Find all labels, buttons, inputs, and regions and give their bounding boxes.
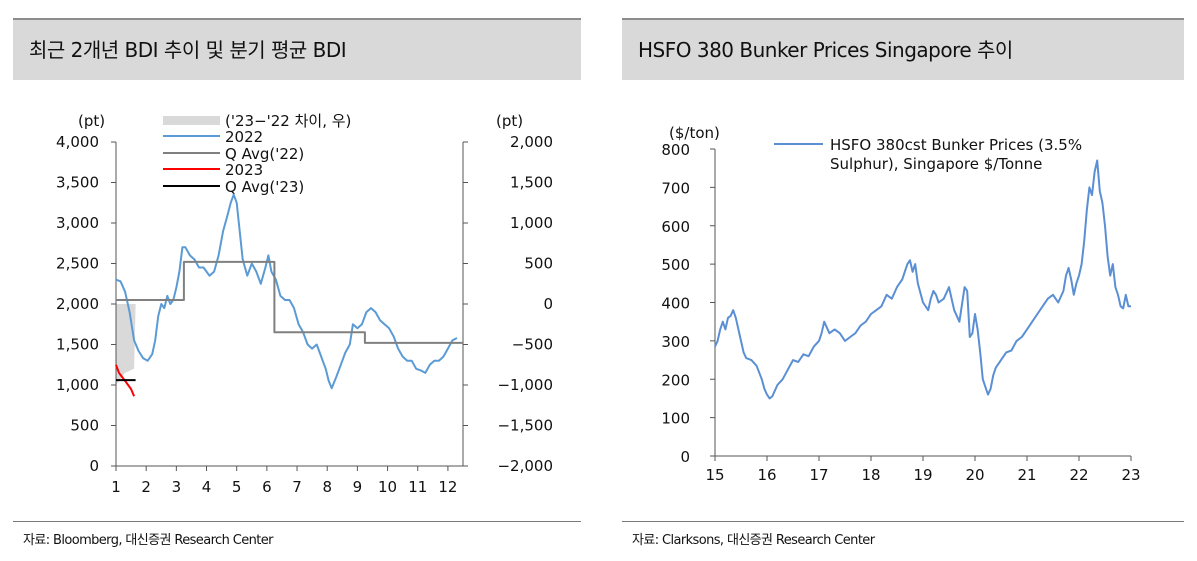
y-tick-label: 700: [661, 179, 690, 197]
y-tick-label: 200: [661, 371, 690, 389]
x-tick-label: 1: [111, 478, 121, 496]
right-y-tick-label: −500: [512, 336, 553, 354]
legend-hsfo-label-line2: Sulphur), Singapore $/Tonne: [830, 155, 1042, 173]
qavg-2022-series: [116, 260, 463, 344]
left-y-tick-label: 1,000: [56, 376, 99, 394]
right-y-tick-label: 500: [524, 255, 553, 273]
right-y-tick-label: 0: [543, 295, 553, 313]
y-tick-label: 400: [661, 295, 690, 313]
y-tick-label: 800: [661, 141, 690, 159]
x-tick-label: 6: [262, 478, 272, 496]
x-tick-label: 17: [809, 466, 828, 484]
x-tick-label: 21: [1017, 466, 1036, 484]
hsfo-price-series: [714, 159, 1131, 400]
hsfo-panel: HSFO 380 Bunker Prices Singapore 추이 ($/t…: [622, 18, 1184, 548]
y-tick-label: 500: [661, 256, 690, 274]
left-y-tick-label: 4,000: [56, 133, 99, 151]
left-y-tick-label: 2,000: [56, 295, 99, 313]
right-y-tick-label: −2,000: [497, 457, 553, 475]
bdi-2022-series: [115, 193, 458, 390]
left-y-unit: (pt): [78, 112, 105, 130]
x-tick-label: 19: [913, 466, 932, 484]
left-y-tick-label: 500: [70, 417, 99, 435]
x-tick-label: 5: [232, 478, 242, 496]
x-tick-label: 22: [1069, 466, 1088, 484]
left-y-tick-label: 0: [89, 457, 99, 475]
hsfo-chart-title: HSFO 380 Bunker Prices Singapore 추이: [622, 18, 1184, 80]
left-y-tick-label: 2,500: [56, 255, 99, 273]
hsfo-source-note: 자료: Clarksons, 대신증권 Research Center: [632, 533, 875, 548]
x-tick-label: 15: [705, 466, 724, 484]
right-y-tick-label: −1,000: [497, 376, 553, 394]
x-tick-label: 23: [1121, 466, 1140, 484]
left-y-tick-label: 1,500: [56, 336, 99, 354]
x-tick-label: 3: [172, 478, 182, 496]
bdi-panel: 최근 2개년 BDI 추이 및 분기 평균 BDI (pt) (pt) 0 500 1,…: [13, 18, 581, 548]
x-tick-label: 20: [965, 466, 984, 484]
right-y-unit: (pt): [496, 112, 523, 130]
bdi-source-note: 자료: Bloomberg, 대신증권 Research Center: [23, 533, 274, 548]
x-tick-label: 11: [408, 478, 427, 496]
x-tick-label: 4: [202, 478, 212, 496]
legend-diff-swatch: [163, 116, 220, 125]
legend-qavg-2023-label: Q Avg('23): [225, 178, 304, 196]
hsfo-chart: ($/ton) 0 100 200 300 400 500 600 700 800 15 16 17 18…: [661, 124, 1140, 484]
legend-diff-label: ('23−'22 차이, 우): [225, 112, 351, 130]
hsfo-chart-area: ($/ton) 0 100 200 300 400 500 600 700 800 15 16 17 18…: [622, 80, 1184, 514]
right-y-tick-label: −1,500: [497, 417, 553, 435]
y-tick-label: 600: [661, 218, 690, 236]
legend-2022-label: 2022: [225, 128, 263, 146]
hsfo-source-divider: [622, 521, 1184, 522]
y-tick-label: 100: [661, 410, 690, 428]
x-tick-label: 18: [861, 466, 880, 484]
x-tick-label: 8: [322, 478, 332, 496]
bdi-source-divider: [13, 521, 581, 522]
bdi-chart-area: (pt) (pt) 0 500 1,000 1,500 2,000 2,500 3,000 3,5…: [13, 80, 581, 514]
legend-qavg-2022-label: Q Avg('22): [225, 145, 304, 163]
right-y-tick-label: 2,000: [510, 133, 553, 151]
x-tick-label: 2: [141, 478, 151, 496]
x-tick-label: 10: [378, 478, 397, 496]
x-tick-label: 12: [438, 478, 457, 496]
y-unit: ($/ton): [669, 124, 720, 142]
bdi-chart: (pt) (pt) 0 500 1,000 1,500 2,000 2,500 3,000 3,5…: [56, 112, 553, 496]
legend-hsfo-label-line1: HSFO 380cst Bunker Prices (3.5%: [830, 136, 1082, 154]
x-tick-label: 9: [353, 478, 363, 496]
right-y-tick-label: 1,500: [510, 174, 553, 192]
y-tick-label: 0: [680, 448, 690, 466]
x-tick-label: 7: [292, 478, 302, 496]
left-y-tick-label: 3,500: [56, 174, 99, 192]
x-tick-label: 16: [757, 466, 776, 484]
legend-2023-label: 2023: [225, 161, 263, 179]
right-y-tick-label: 1,000: [510, 214, 553, 232]
bdi-chart-title: 최근 2개년 BDI 추이 및 분기 평균 BDI: [13, 18, 581, 80]
left-y-tick-label: 3,000: [56, 214, 99, 232]
y-tick-label: 300: [661, 333, 690, 351]
